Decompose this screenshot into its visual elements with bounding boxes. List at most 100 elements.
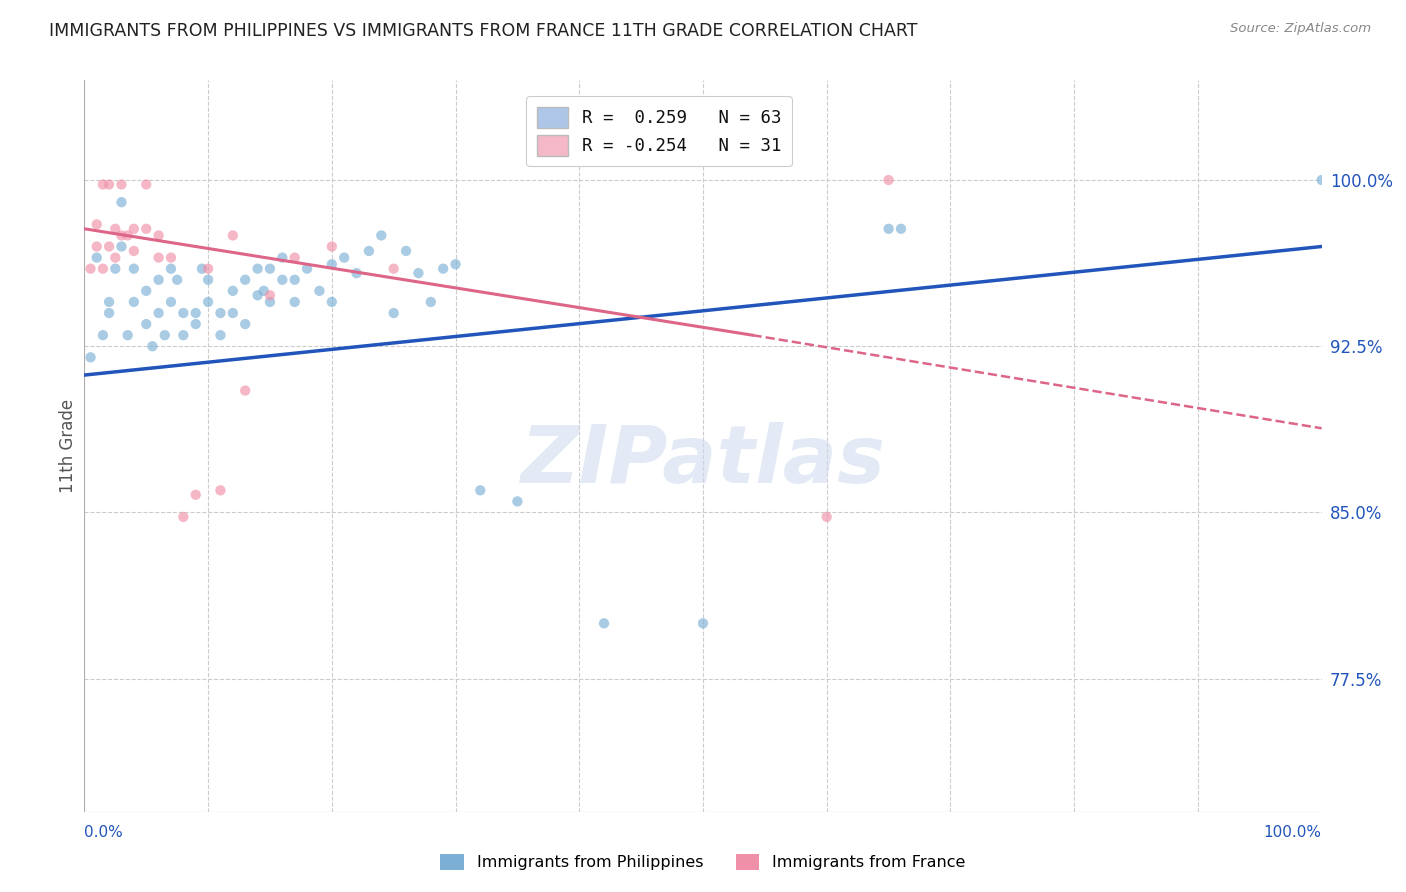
Point	[271, 273, 294, 287]
Point	[321, 239, 343, 253]
Point	[191, 261, 214, 276]
Point	[110, 178, 132, 192]
Point	[692, 616, 714, 631]
Point	[117, 228, 139, 243]
Point	[357, 244, 380, 258]
Point	[117, 328, 139, 343]
Point	[382, 261, 405, 276]
Point	[321, 257, 343, 271]
Point	[135, 284, 157, 298]
Text: 100.0%: 100.0%	[1264, 825, 1322, 840]
Point	[184, 306, 207, 320]
Point	[197, 273, 219, 287]
Point	[222, 284, 245, 298]
Point	[246, 288, 269, 302]
Point	[395, 244, 418, 258]
Point	[141, 339, 163, 353]
Point	[184, 488, 207, 502]
Point	[166, 273, 188, 287]
Point	[98, 178, 121, 192]
Point	[91, 328, 114, 343]
Point	[98, 294, 121, 309]
Point	[197, 294, 219, 309]
Point	[444, 257, 467, 271]
Point	[271, 251, 294, 265]
Point	[233, 273, 256, 287]
Text: Source: ZipAtlas.com: Source: ZipAtlas.com	[1230, 22, 1371, 36]
Point	[91, 178, 114, 192]
Point	[104, 251, 127, 265]
Point	[346, 266, 368, 280]
Point	[209, 483, 232, 498]
Point	[135, 221, 157, 235]
Point	[98, 239, 121, 253]
Legend: R =  0.259   N = 63, R = -0.254   N = 31: R = 0.259 N = 63, R = -0.254 N = 31	[526, 96, 792, 167]
Point	[172, 306, 194, 320]
Point	[370, 228, 392, 243]
Point	[284, 251, 307, 265]
Point	[419, 294, 441, 309]
Text: 0.0%: 0.0%	[84, 825, 124, 840]
Point	[259, 261, 281, 276]
Point	[153, 328, 176, 343]
Text: IMMIGRANTS FROM PHILIPPINES VS IMMIGRANTS FROM FRANCE 11TH GRADE CORRELATION CHA: IMMIGRANTS FROM PHILIPPINES VS IMMIGRANT…	[49, 22, 918, 40]
Point	[259, 288, 281, 302]
Text: ZIPatlas: ZIPatlas	[520, 422, 886, 500]
Point	[104, 221, 127, 235]
Legend: Immigrants from Philippines, Immigrants from France: Immigrants from Philippines, Immigrants …	[434, 847, 972, 877]
Point	[160, 294, 183, 309]
Point	[91, 261, 114, 276]
Point	[470, 483, 492, 498]
Point	[259, 294, 281, 309]
Point	[295, 261, 318, 276]
Point	[184, 317, 207, 331]
Point	[122, 221, 145, 235]
Point	[382, 306, 405, 320]
Point	[593, 616, 616, 631]
Point	[877, 173, 900, 187]
Point	[86, 218, 108, 232]
Point	[79, 261, 101, 276]
Point	[122, 244, 145, 258]
Point	[148, 306, 170, 320]
Point	[86, 251, 108, 265]
Point	[890, 221, 912, 235]
Point	[172, 328, 194, 343]
Point	[79, 351, 101, 365]
Point	[308, 284, 330, 298]
Point	[197, 261, 219, 276]
Point	[222, 306, 245, 320]
Point	[110, 239, 132, 253]
Point	[209, 328, 232, 343]
Point	[1310, 173, 1333, 187]
Point	[815, 510, 838, 524]
Point	[122, 261, 145, 276]
Point	[233, 317, 256, 331]
Point	[135, 178, 157, 192]
Point	[253, 284, 276, 298]
Point	[135, 317, 157, 331]
Point	[86, 239, 108, 253]
Point	[110, 228, 132, 243]
Y-axis label: 11th Grade: 11th Grade	[59, 399, 77, 493]
Point	[148, 228, 170, 243]
Point	[148, 251, 170, 265]
Point	[284, 273, 307, 287]
Point	[160, 261, 183, 276]
Point	[98, 306, 121, 320]
Point	[246, 261, 269, 276]
Point	[209, 306, 232, 320]
Point	[222, 228, 245, 243]
Point	[284, 294, 307, 309]
Point	[122, 294, 145, 309]
Point	[333, 251, 356, 265]
Point	[877, 221, 900, 235]
Point	[104, 261, 127, 276]
Point	[506, 494, 529, 508]
Point	[148, 273, 170, 287]
Point	[321, 294, 343, 309]
Point	[233, 384, 256, 398]
Point	[160, 251, 183, 265]
Point	[432, 261, 454, 276]
Point	[172, 510, 194, 524]
